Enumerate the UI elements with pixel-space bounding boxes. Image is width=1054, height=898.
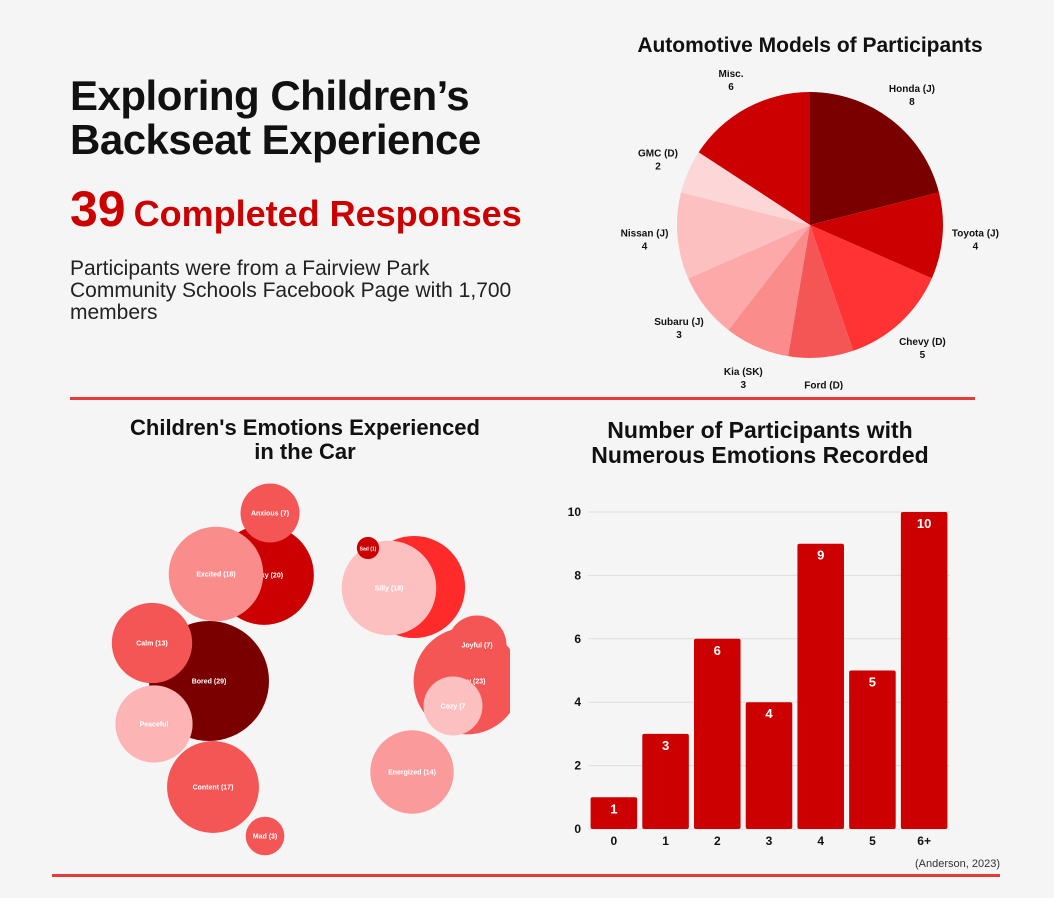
x-tick-6: 6+ [917, 834, 931, 848]
bubble-mad-3 [245, 816, 285, 856]
pie-label-gmc-d: GMC (D) [638, 148, 678, 159]
x-tick-2: 2 [714, 834, 721, 848]
pie-slice-ford-d [788, 225, 854, 359]
y-tick-8: 8 [574, 568, 581, 582]
pie-slice-gmc-d [681, 152, 810, 225]
bar-4 [797, 543, 844, 829]
pie-value-nissan-j: 4 [642, 242, 648, 253]
bubble-label-energized-14: Energized (14) [388, 770, 436, 777]
pie-value-honda-j: 8 [909, 97, 915, 108]
bubble-label-content-17: Content (17) [193, 785, 234, 792]
bar-2 [694, 638, 741, 829]
bar-value-4: 9 [817, 548, 824, 563]
bar-value-5: 5 [869, 675, 876, 690]
pie-label-misc: Misc. [718, 70, 743, 80]
pie-label-ford-d: Ford (D) [804, 380, 843, 390]
bubble-chart: Bored (29)Sleepy (23)Happy (21)Cranky (2… [111, 483, 510, 856]
bubble-label-mad-3: Mad (3) [253, 834, 278, 841]
bubble-energized-14 [370, 730, 454, 814]
y-tick-0: 0 [574, 822, 581, 836]
bubble-sad-1 [356, 536, 380, 560]
bar-6 [900, 512, 948, 829]
bar-5 [849, 670, 896, 829]
bubble-calm-13 [111, 602, 193, 684]
bubble-label-silly-18: Silly (18) [375, 586, 404, 593]
bar-0 [590, 797, 638, 829]
bubble-label-bored-29: Bored (29) [192, 679, 227, 686]
pie-label-chevy-d: Chevy (D) [899, 337, 946, 348]
x-tick-5: 5 [869, 834, 876, 848]
pie-value-chevy-d: 5 [920, 350, 926, 361]
citation: (Anderson, 2023) [915, 858, 1000, 870]
y-tick-4: 4 [574, 695, 581, 709]
responses-label: Completed Responses [133, 193, 522, 234]
bubble-excited-18 [168, 526, 264, 622]
pie-label-honda-j: Honda (J) [889, 84, 935, 95]
participants-description: Participants were from a Fairview Park C… [70, 257, 512, 324]
pie-slice-chevy-d [810, 225, 932, 351]
bar-value-2: 6 [714, 643, 721, 658]
x-tick-0: 0 [611, 834, 618, 848]
bar-chart-title: Number of Participants with Numerous Emo… [591, 417, 929, 468]
pie-chart-title: Automotive Models of Participants [637, 34, 983, 57]
pie-slice-toyota-j [810, 192, 943, 279]
pie-value-subaru-j: 3 [676, 330, 682, 341]
responses-count: 39 [70, 181, 126, 237]
pie-slice-kia-sk [728, 225, 810, 357]
bar-3 [745, 702, 793, 829]
pie-label-nissan-j: Nissan (J) [621, 229, 669, 240]
bubble-peaceful [115, 685, 193, 763]
bubble-joyful-7 [447, 615, 507, 675]
section-divider-top [70, 397, 975, 400]
y-tick-2: 2 [574, 759, 581, 773]
bubble-label-peaceful: Peaceful [140, 722, 169, 729]
pie-value-toyota-j: 4 [973, 242, 979, 253]
pie-value-gmc-d: 2 [655, 161, 661, 172]
bubble-chart-title: Children's Emotions Experienced in the C… [130, 415, 480, 464]
x-tick-4: 4 [817, 834, 824, 848]
pie-slice-subaru-j [688, 225, 810, 330]
bubble-label-calm-13: Calm (13) [136, 641, 168, 648]
bar-value-3: 4 [765, 706, 773, 721]
bubble-label-cozy-7: Cozy (7 [441, 704, 466, 711]
bubble-cozy-7 [423, 676, 483, 736]
bubble-content-17 [167, 741, 259, 833]
y-tick-10: 10 [568, 505, 582, 519]
pie-label-kia-sk: Kia (SK) [724, 367, 763, 378]
bar-1 [642, 733, 689, 829]
bar-value-0: 1 [610, 801, 617, 816]
pie-label-subaru-j: Subaru (J) [654, 317, 703, 328]
responses-headline: 39 Completed Responses [70, 180, 522, 238]
section-divider-bottom [52, 874, 1000, 877]
pie-value-misc: 6 [728, 82, 734, 93]
pie-slice-nissan-j [677, 192, 810, 279]
bubble-silly-18 [341, 540, 437, 636]
pie-chart: Honda (J) 8 Toyota (J) 4 Chevy (D) 5 Ford (D) 3… [621, 70, 999, 390]
pie-slice-misc [698, 92, 810, 225]
bubble-label-sad-1: Sad (1) [360, 547, 377, 553]
x-tick-3: 3 [766, 834, 773, 848]
pie-label-toyota-j: Toyota (J) [952, 229, 999, 240]
y-tick-6: 6 [574, 632, 581, 646]
pie-value-kia-sk: 3 [741, 380, 747, 390]
page-title: Exploring Children’s Backseat Experience [70, 72, 481, 163]
bar-value-1: 3 [662, 738, 669, 753]
bubble-anxious-7 [240, 483, 300, 543]
bubble-label-excited-18: Excited (18) [196, 572, 235, 579]
bubble-label-anxious-7: Anxious (7) [251, 511, 289, 518]
bar-value-6: 10 [917, 516, 931, 531]
bubble-label-cranky-20: Cranky (20) [245, 573, 283, 580]
pie-slice-honda-j [810, 92, 939, 225]
x-tick-1: 1 [662, 834, 669, 848]
bubble-label-joyful-7: Joyful (7) [461, 643, 492, 650]
